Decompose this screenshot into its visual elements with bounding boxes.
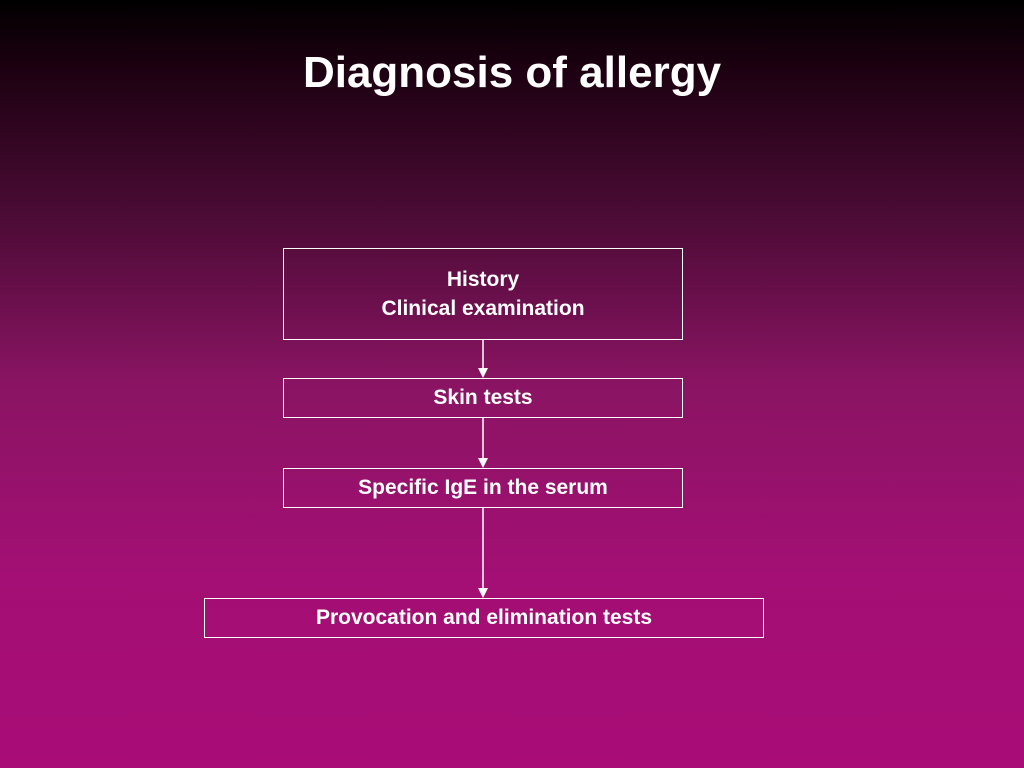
arrow-down-icon [473,508,493,598]
flowchart-box-provocation: Provocation and elimination tests [204,598,764,638]
box-label: Clinical examination [381,294,584,323]
box-label: Skin tests [433,383,532,412]
box-label: History [447,265,519,294]
arrow-down-icon [473,340,493,378]
flowchart-box-ige: Specific IgE in the serum [283,468,683,508]
slide: Diagnosis of allergy HistoryClinical exa… [0,0,1024,768]
arrow-down-icon [473,418,493,468]
slide-title: Diagnosis of allergy [0,48,1024,98]
flowchart-box-history: HistoryClinical examination [283,248,683,340]
box-label: Provocation and elimination tests [316,603,652,632]
flowchart-box-skin: Skin tests [283,378,683,418]
box-label: Specific IgE in the serum [358,473,608,502]
